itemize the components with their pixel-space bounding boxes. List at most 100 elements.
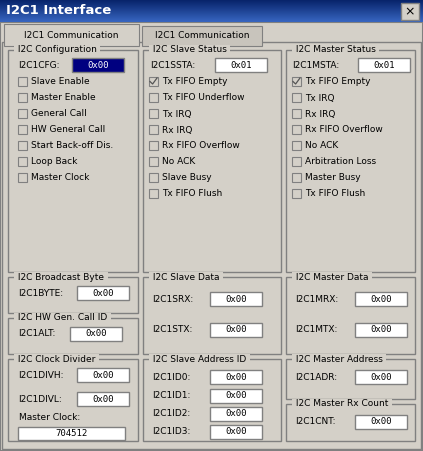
Text: I2C1 Interface: I2C1 Interface	[6, 5, 111, 18]
Bar	[8, 318, 138, 354]
Text: I2C1 Communication: I2C1 Communication	[24, 31, 119, 40]
Bar	[355, 323, 407, 337]
Bar	[0, 6, 423, 7]
Bar	[358, 58, 410, 72]
Text: General Call: General Call	[31, 110, 87, 119]
Bar	[4, 24, 139, 46]
Text: Tx FIFO Empty: Tx FIFO Empty	[305, 78, 371, 87]
Text: Tx FIFO Flush: Tx FIFO Flush	[162, 189, 222, 198]
Bar	[286, 359, 415, 399]
Bar	[0, 11, 423, 12]
Bar	[149, 93, 158, 102]
Bar	[0, 14, 423, 15]
Bar	[77, 286, 129, 300]
Text: Tx IRQ: Tx IRQ	[305, 93, 335, 102]
Bar	[0, 1, 423, 2]
Bar	[355, 370, 407, 384]
Bar	[0, 16, 423, 17]
Bar	[0, 2, 423, 3]
Text: Slave Enable: Slave Enable	[31, 78, 90, 87]
Text: I2C1CFG:: I2C1CFG:	[18, 60, 60, 69]
Text: I2C Configuration: I2C Configuration	[15, 46, 100, 55]
Text: I2C Master Data: I2C Master Data	[293, 272, 371, 281]
Text: 704512: 704512	[55, 429, 88, 438]
Text: 0x00: 0x00	[92, 371, 114, 379]
Bar	[18, 93, 27, 102]
Bar	[149, 189, 158, 198]
Bar	[292, 93, 301, 102]
Bar	[0, 0, 423, 1]
Bar	[286, 277, 415, 354]
Text: I2C Master Status: I2C Master Status	[293, 46, 379, 55]
Text: I2C1ALT:: I2C1ALT:	[18, 330, 55, 339]
Bar	[149, 109, 158, 118]
Text: 0x00: 0x00	[225, 295, 247, 304]
Text: Start Back-off Dis.: Start Back-off Dis.	[31, 142, 113, 151]
Bar	[286, 50, 415, 272]
Text: Master Enable: Master Enable	[31, 93, 96, 102]
Bar	[0, 3, 423, 4]
Text: Master Clock:: Master Clock:	[19, 414, 81, 423]
Text: 0x00: 0x00	[370, 418, 392, 427]
Text: I2C1ID3:: I2C1ID3:	[152, 428, 190, 437]
Bar	[77, 368, 129, 382]
Bar	[0, 18, 423, 19]
Bar	[8, 50, 138, 272]
Text: ×: ×	[405, 5, 415, 18]
Text: I2C1MSTA:: I2C1MSTA:	[292, 60, 339, 69]
Text: No ACK: No ACK	[305, 142, 338, 151]
Text: 0x00: 0x00	[225, 410, 247, 419]
Text: Tx FIFO Empty: Tx FIFO Empty	[162, 78, 228, 87]
Bar	[149, 77, 158, 86]
Text: Master Busy: Master Busy	[305, 174, 361, 183]
Text: 0x00: 0x00	[225, 391, 247, 400]
Bar	[142, 26, 262, 46]
Text: I2C Slave Status: I2C Slave Status	[150, 46, 230, 55]
Bar	[210, 292, 262, 306]
Bar	[0, 15, 423, 16]
Text: HW General Call: HW General Call	[31, 125, 105, 134]
Bar	[143, 50, 281, 272]
Text: 0x00: 0x00	[85, 330, 107, 339]
Text: I2C Clock Divider: I2C Clock Divider	[15, 354, 98, 364]
Text: Tx FIFO Flush: Tx FIFO Flush	[305, 189, 365, 198]
Text: I2C1ID1:: I2C1ID1:	[152, 391, 190, 400]
Bar	[292, 189, 301, 198]
Text: I2C1STX:: I2C1STX:	[152, 326, 192, 335]
Bar	[0, 17, 423, 18]
Bar	[18, 173, 27, 182]
Text: I2C HW Gen. Call ID: I2C HW Gen. Call ID	[15, 313, 110, 322]
Text: I2C Master Rx Count: I2C Master Rx Count	[293, 400, 391, 409]
Bar	[143, 359, 281, 441]
Bar	[0, 7, 423, 8]
Bar	[286, 404, 415, 441]
Bar	[149, 125, 158, 134]
Bar	[18, 109, 27, 118]
Bar	[149, 141, 158, 150]
Bar	[149, 157, 158, 166]
Text: I2C1MRX:: I2C1MRX:	[295, 295, 338, 304]
Text: 0x01: 0x01	[373, 60, 395, 69]
Text: I2C1MTX:: I2C1MTX:	[295, 326, 338, 335]
Text: No ACK: No ACK	[162, 157, 195, 166]
Bar	[0, 20, 423, 21]
Bar	[18, 427, 125, 440]
Bar	[0, 9, 423, 10]
Bar	[18, 157, 27, 166]
Text: 0x00: 0x00	[370, 295, 392, 304]
Bar	[18, 141, 27, 150]
Text: 0x00: 0x00	[370, 373, 392, 382]
Bar	[215, 58, 267, 72]
Text: 0x00: 0x00	[92, 289, 114, 298]
Bar	[149, 173, 158, 182]
Bar	[292, 157, 301, 166]
Text: 0x00: 0x00	[225, 428, 247, 437]
Bar	[143, 277, 281, 354]
Bar	[0, 19, 423, 20]
Text: 0x00: 0x00	[92, 395, 114, 404]
Text: Loop Back: Loop Back	[31, 157, 77, 166]
Text: 0x00: 0x00	[370, 326, 392, 335]
Bar	[210, 407, 262, 421]
Bar	[355, 292, 407, 306]
Bar	[0, 4, 423, 5]
